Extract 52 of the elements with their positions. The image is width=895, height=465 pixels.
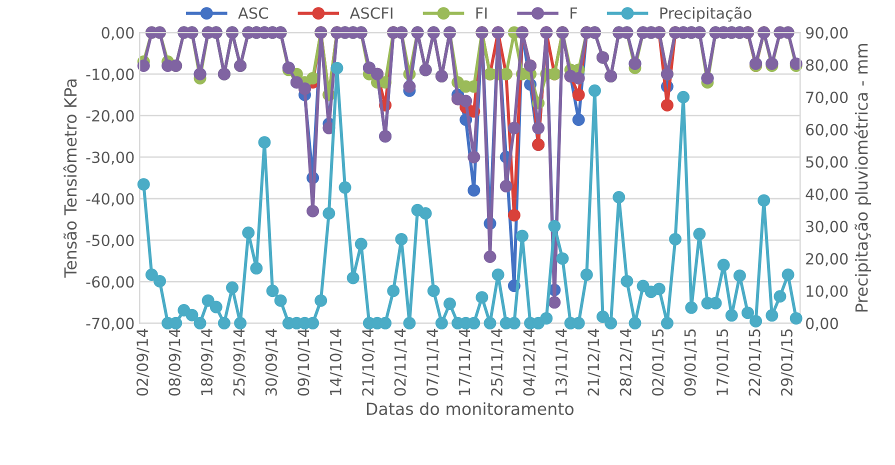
- y2-tick-label: 80,00: [806, 59, 848, 72]
- y-tick-label: -10,00: [86, 68, 134, 82]
- x-tick-label: 02/01/15: [652, 329, 665, 396]
- x-tick-label: 28/12/14: [620, 328, 633, 396]
- x-tick-label: 25/09/14: [233, 328, 246, 396]
- y2-tick-label: 0,00: [806, 318, 838, 331]
- legend-label: F: [570, 8, 578, 19]
- x-tick-label: 14/10/14: [330, 328, 343, 395]
- x-tick-label: 21/12/14: [588, 328, 600, 396]
- x-tick-label: 29/01/15: [780, 329, 794, 396]
- point: [660, 98, 674, 112]
- x-axis-title: Datas do monitoramento: [366, 402, 574, 416]
- y2-tick-label: 10,00: [806, 285, 848, 298]
- legend-label: FI: [476, 8, 487, 19]
- point: [508, 208, 520, 222]
- legend-label: ASCFI: [350, 7, 392, 19]
- x-tick-label: 22/01/15: [748, 329, 762, 396]
- x-tick-label: 02/11/14: [394, 328, 408, 396]
- point: [572, 88, 585, 102]
- y-axis-title: Tensão Tensiômetro KPa: [63, 80, 77, 278]
- x-tick-label: 25/11/14: [490, 328, 504, 396]
- y-tick-label: -50,00: [86, 234, 134, 248]
- x-tick-label: 04/12/14: [523, 328, 536, 396]
- y-tick-label: -20,00: [86, 110, 134, 124]
- y2-tick-label: 20,00: [806, 253, 848, 266]
- y2-tick-label: 90,00: [806, 27, 848, 40]
- y2-tick-label: 50,00: [806, 156, 848, 170]
- x-tick-label: 17/11/14: [458, 328, 472, 395]
- y2-axis-title: Precipitação pluviométrica - mm: [854, 44, 872, 312]
- y2-tick-label: 70,00: [806, 92, 848, 105]
- x-tick-label: 21/10/14: [362, 328, 375, 396]
- y2-tick-label: 60,00: [806, 124, 848, 138]
- x-tick-label: 09/10/14: [298, 328, 310, 396]
- x-tick-label: 07/11/14: [426, 328, 440, 396]
- x-tick-label: 30/09/14: [265, 328, 278, 396]
- y2-tick-label: 30,00: [806, 220, 848, 234]
- x-tick-label: 18/09/14: [200, 328, 214, 395]
- x-tick-label: 13/11/14: [555, 328, 568, 395]
- x-tick-label: 02/09/14: [136, 328, 150, 396]
- y-tick-label: -40,00: [86, 193, 134, 206]
- y2-tick-label: 40,00: [806, 188, 848, 202]
- y-tick-label: 0,00: [102, 27, 134, 40]
- legend-label: ASC: [238, 7, 268, 19]
- y-tick-label: -70,00: [86, 318, 134, 331]
- x-tick-label: 09/01/15: [684, 329, 698, 396]
- point: [468, 184, 480, 197]
- x-tick-label: 17/01/15: [716, 329, 730, 395]
- y-tick-label: -60,00: [86, 276, 134, 290]
- point: [572, 113, 585, 126]
- legend-label: Precipitação: [660, 6, 752, 22]
- y-tick-label: -30,00: [86, 152, 134, 165]
- x-tick-label: 08/09/14: [168, 328, 182, 396]
